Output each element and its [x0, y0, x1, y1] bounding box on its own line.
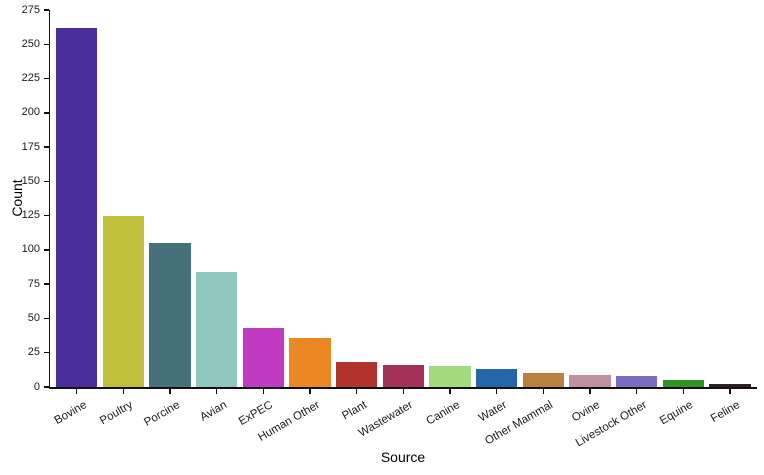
y-tick-label-0: 0 [33, 380, 40, 393]
y-tick-0 [43, 386, 49, 388]
x-tick-label-ovine: Ovine [569, 399, 602, 425]
x-tick-label-water: Water [476, 399, 509, 425]
x-tick-porcine [169, 389, 171, 394]
bar-feline [709, 384, 751, 387]
x-tick-ovine [589, 389, 591, 394]
x-tick-label-equine: Equine [658, 399, 696, 428]
x-tick-label-poultry: Poultry [98, 399, 136, 428]
x-axis-line [48, 387, 757, 389]
y-tick-175 [43, 146, 49, 148]
bar-water [475, 369, 518, 387]
x-tick-avian [215, 389, 218, 394]
x-tick-expec [262, 389, 264, 394]
x-tick-bovine [75, 389, 78, 394]
bar-porcine [149, 243, 191, 387]
x-tick-label-porcine: Porcine [142, 399, 182, 429]
x-tick-label-plant: Plant [339, 399, 369, 423]
y-tick-label-25: 25 [27, 346, 40, 359]
x-tick-label-avian: Avian [197, 399, 229, 424]
bar-ovine [569, 374, 611, 387]
y-tick-150 [43, 180, 49, 183]
bar-bovine [55, 27, 98, 387]
plot-area: 0 25 50 75 100 125 150 175 200 225 250 275 Bovine Pou… [22, 4, 757, 449]
y-tick-200 [43, 112, 49, 114]
y-tick-label-275: 275 [21, 3, 40, 16]
x-tick-label-expec: ExPEC [237, 399, 276, 428]
x-tick-water [495, 389, 498, 394]
y-tick-100 [43, 249, 49, 251]
bar-livestock-other [615, 376, 658, 387]
x-tick-feline [729, 389, 731, 394]
y-tick-label-50: 50 [27, 311, 40, 324]
y-axis-title: Count [9, 179, 25, 217]
x-tick-human-other [309, 389, 311, 394]
y-tick-label-250: 250 [21, 37, 40, 50]
y-tick-label-200: 200 [21, 106, 40, 119]
y-tick-125 [43, 214, 49, 217]
y-tick-50 [43, 317, 49, 320]
bar-canine [429, 366, 471, 387]
y-tick-75 [43, 283, 49, 285]
bar-equine [662, 380, 705, 387]
x-tick-plant [355, 389, 358, 394]
bar-poultry [102, 215, 145, 387]
bar-other-mammal [522, 373, 565, 387]
y-tick-label-100: 100 [21, 243, 40, 256]
x-tick-wastewater [402, 389, 404, 394]
x-tick-poultry [122, 389, 124, 394]
y-tick-225 [43, 77, 49, 80]
x-tick-label-bovine: Bovine [52, 399, 89, 427]
x-tick-equine [682, 389, 684, 394]
bar-expec [242, 328, 285, 387]
y-tick-label-150: 150 [21, 174, 40, 187]
y-tick-label-175: 175 [21, 140, 40, 153]
bar-wastewater [382, 365, 425, 387]
y-tick-label-125: 125 [21, 209, 40, 222]
x-tick-label-feline: Feline [708, 399, 742, 426]
y-axis-line [48, 10, 50, 389]
bar-plant [335, 362, 378, 387]
x-tick-livestock-other [635, 389, 638, 394]
y-tick-275 [43, 9, 49, 11]
y-tick-label-75: 75 [27, 277, 40, 290]
bar-avian [195, 271, 238, 387]
y-tick-label-225: 225 [21, 72, 40, 85]
bar-human-other [289, 337, 331, 387]
y-tick-25 [43, 352, 49, 354]
x-tick-canine [449, 389, 451, 394]
x-tick-label-canine: Canine [424, 399, 462, 428]
x-axis-title: Source [380, 449, 426, 465]
x-tick-other-mammal [542, 389, 544, 394]
y-tick-250 [43, 43, 49, 45]
